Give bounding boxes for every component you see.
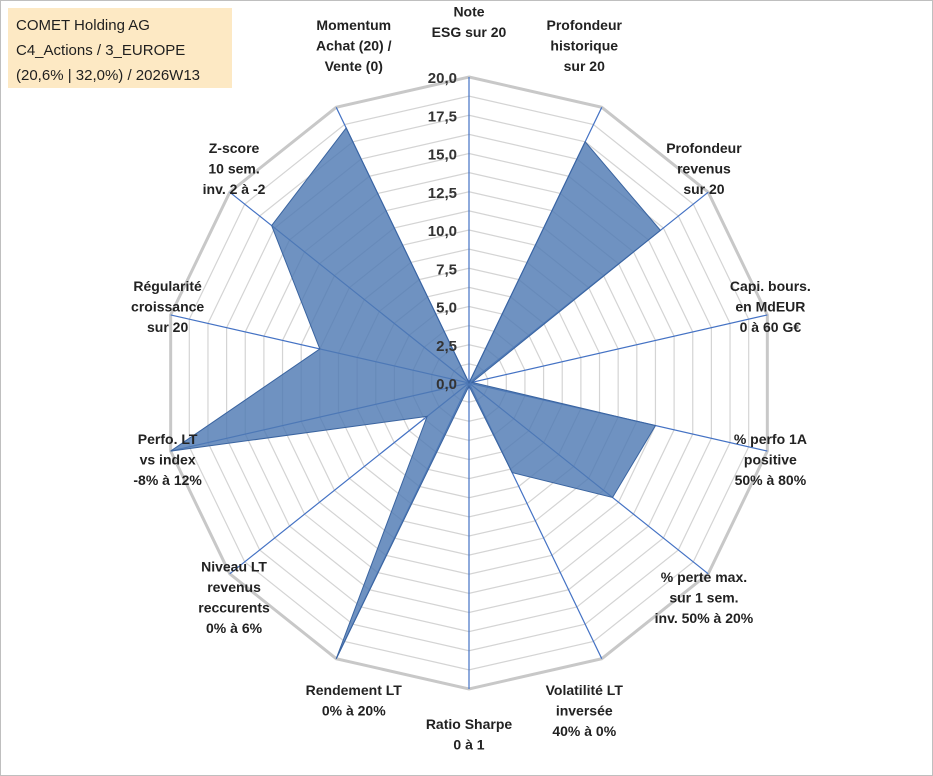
- tick-label: 15,0: [428, 147, 457, 164]
- axis-label: Profondeur revenus sur 20: [666, 140, 742, 197]
- tick-label: 10,0: [428, 223, 457, 240]
- axis-label: Note ESG sur 20: [432, 4, 507, 41]
- tick-label: 7,5: [436, 261, 457, 278]
- axis-label: Niveau LT revenus reccurents 0% à 6%: [198, 559, 270, 637]
- info-box: COMET Holding AG C4_Actions / 3_EUROPE (…: [8, 8, 232, 88]
- axis-label: Profondeur historique sur 20: [547, 17, 623, 74]
- axis-label: Z-score 10 sem. inv. 2 à -2: [203, 140, 266, 197]
- axis-spoke: [468, 314, 768, 384]
- info-stats-week: (20,6% | 32,0%) / 2026W13: [16, 67, 200, 84]
- tick-label: 20,0: [428, 70, 457, 87]
- tick-label: 12,5: [428, 185, 457, 202]
- axis-label: Ratio Sharpe 0 à 1: [426, 716, 513, 753]
- tick-label: 5,0: [436, 300, 457, 317]
- radar-tick-labels: 0,0 2,5 5,0 7,5 10,0 12,5 15,0 17,5 20,0: [428, 70, 457, 393]
- info-portfolio: C4_Actions / 3_EUROPE: [16, 42, 186, 59]
- axis-label: % perfo 1A positive 50% à 80%: [734, 431, 807, 488]
- axis-label: % perte max. sur 1 sem. inv. 50% à 20%: [655, 569, 754, 626]
- radar-axis-labels: Note ESG sur 20 Profondeur historique sur 20…: [131, 4, 811, 753]
- tick-label: 17,5: [428, 108, 457, 125]
- axis-label: Rendement LT 0% à 20%: [306, 682, 403, 719]
- axis-label: Volatilité LT inversée 40% à 0%: [546, 682, 624, 739]
- axis-label: Régularité croissance sur 20: [131, 278, 204, 335]
- axis-label: Momentum Achat (20) / Vente (0): [316, 17, 392, 74]
- tick-label: 0,0: [436, 376, 457, 393]
- axis-label: Perfo. LT vs index -8% à 12%: [133, 431, 202, 488]
- axis-label: Capi. bours. en MdEUR 0 à 60 G€: [730, 278, 811, 335]
- info-company-name: COMET Holding AG: [16, 17, 150, 34]
- radar-series: [170, 127, 662, 659]
- tick-label: 2,5: [436, 338, 457, 355]
